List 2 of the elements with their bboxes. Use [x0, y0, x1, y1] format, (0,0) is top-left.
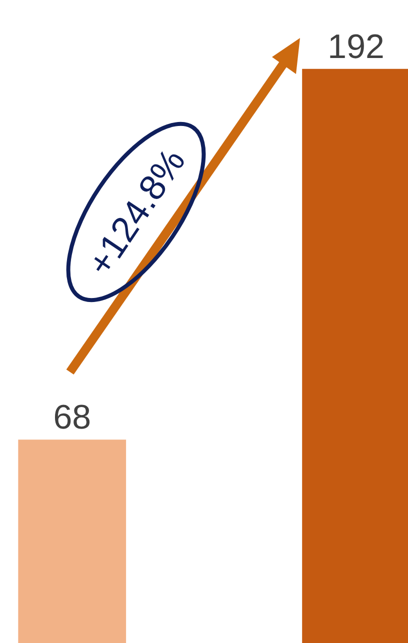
data-label: 192 — [328, 28, 384, 66]
data-label: 68 — [53, 398, 92, 437]
